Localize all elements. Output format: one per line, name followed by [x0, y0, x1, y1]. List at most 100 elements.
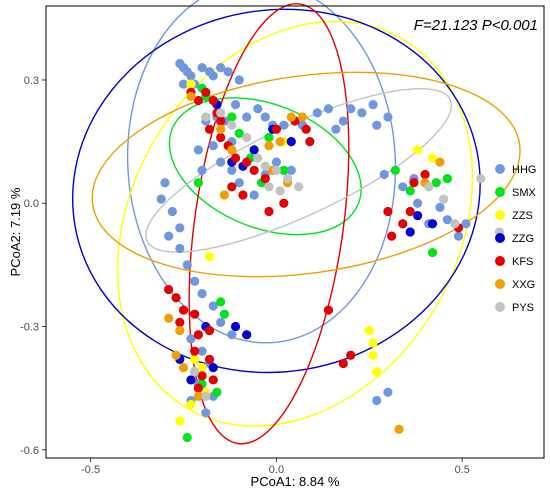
point-hhg — [193, 145, 203, 155]
point-kfs — [164, 284, 174, 295]
point-kfs — [204, 326, 215, 336]
point-hhg — [442, 215, 452, 225]
point-xxg — [178, 363, 189, 373]
point-zzs — [368, 350, 378, 360]
point-kfs — [238, 190, 248, 200]
point-hhg — [357, 108, 367, 118]
point-kfs — [197, 371, 207, 381]
point-hhg — [230, 100, 241, 110]
point-hhg — [383, 387, 393, 397]
point-hhg — [197, 63, 207, 73]
point-kfs — [346, 350, 356, 360]
ellipse-hhg — [126, 0, 397, 344]
y-tick-label: -0.6 — [20, 445, 39, 457]
point-smx — [390, 165, 400, 175]
point-zzs — [204, 252, 215, 262]
point-pys — [253, 153, 263, 163]
point-hhg — [435, 202, 445, 212]
point-hhg — [197, 289, 207, 299]
point-zzs — [427, 153, 438, 163]
point-hhg — [286, 165, 296, 175]
point-hhg — [186, 334, 196, 344]
point-smx — [427, 247, 438, 258]
point-smx — [182, 432, 192, 443]
point-pys — [439, 194, 449, 204]
point-kfs — [271, 124, 282, 134]
point-pys — [242, 132, 252, 143]
point-hhg — [167, 206, 177, 217]
point-xxg — [186, 91, 196, 101]
ellipse-zzg — [71, 8, 481, 374]
point-hhg — [234, 178, 244, 188]
legend-key-zzg — [495, 233, 505, 243]
point-hhg — [312, 108, 322, 118]
point-pys — [264, 182, 274, 192]
point-zzs — [190, 354, 200, 364]
point-kfs — [178, 305, 189, 315]
point-hhg — [190, 276, 200, 286]
point-hhg — [208, 141, 218, 151]
y-tick-label: 0.3 — [24, 75, 39, 87]
point-hhg — [178, 79, 189, 89]
point-hhg — [197, 346, 207, 356]
point-hhg — [398, 182, 408, 192]
point-hhg — [453, 231, 464, 241]
legend-label-kfs: KFS — [512, 256, 533, 268]
point-zzs — [413, 145, 423, 155]
legend-label-zzs: ZZS — [512, 210, 533, 222]
point-smx — [234, 128, 244, 138]
point-kfs — [405, 206, 415, 217]
point-zzs — [186, 79, 196, 89]
point-zzg — [405, 227, 415, 237]
point-hhg — [338, 116, 348, 126]
point-xxg — [216, 124, 226, 134]
ellipse-xxg — [91, 71, 521, 278]
legend-key-kfs — [495, 256, 505, 266]
point-zzs — [175, 416, 185, 426]
point-xxg — [193, 391, 203, 401]
statistics-annotation: F=21.123 P<0.001 — [414, 17, 538, 34]
point-hhg — [234, 75, 244, 85]
point-kfs — [190, 346, 200, 356]
point-pys — [227, 120, 237, 130]
point-pys — [424, 182, 434, 192]
x-axis-title: PCoA1: 8.84 % — [251, 474, 340, 489]
point-zzg — [208, 363, 218, 373]
point-hhg — [271, 157, 282, 167]
point-zzg — [413, 210, 423, 221]
x-axis-ticks: -0.5 0.0 0.5 — [81, 458, 470, 476]
confidence-ellipses — [71, 0, 521, 445]
point-kfs — [201, 87, 211, 97]
point-hhg — [186, 71, 196, 81]
ellipse-smx — [168, 97, 362, 236]
legend-key-pys — [495, 302, 505, 312]
y-axis-title: PCoA2: 7.19 % — [8, 187, 23, 276]
legend-key-zzs — [495, 210, 505, 220]
point-hhg — [253, 104, 263, 114]
point-zzs — [364, 326, 374, 336]
x-tick-label: -0.5 — [81, 464, 100, 476]
y-axis-ticks: -0.6 -0.3 0.0 0.3 — [20, 75, 46, 457]
point-kfs — [387, 231, 397, 241]
point-hhg — [249, 190, 259, 200]
point-pys — [260, 161, 270, 171]
point-hhg — [227, 330, 237, 340]
point-smx — [193, 178, 203, 188]
point-hhg — [201, 408, 211, 418]
point-zzs — [186, 399, 196, 410]
point-hhg — [223, 67, 233, 77]
point-pys — [450, 219, 460, 229]
point-xxg — [227, 145, 237, 155]
point-hhg — [413, 198, 423, 208]
point-hhg — [197, 165, 207, 175]
point-kfs — [383, 206, 393, 217]
point-hhg — [227, 165, 237, 175]
point-smx — [219, 309, 229, 319]
point-xxg — [394, 424, 404, 434]
point-kfs — [260, 173, 270, 184]
point-pys — [201, 391, 211, 401]
point-xxg — [435, 157, 445, 167]
point-hhg — [160, 178, 170, 188]
point-kfs — [204, 354, 215, 364]
y-tick-label: 0.0 — [24, 198, 39, 210]
